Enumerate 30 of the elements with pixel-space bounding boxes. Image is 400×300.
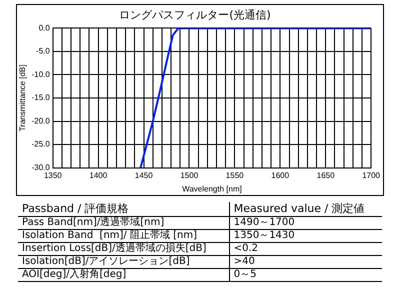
text: Insertion Loss[dB]/透過帯域の損失[dB] [18, 242, 230, 256]
y-tick-label: -25.0 [32, 140, 50, 149]
y-tick-label: -30.0 [32, 163, 50, 172]
x-tick-label: 1450 [134, 170, 154, 180]
y-tick-label: -10.0 [32, 70, 50, 79]
x-tick-label: 1550 [226, 170, 244, 180]
x-tick-label: 1600 [271, 170, 290, 180]
text: 1350～1430 [229, 230, 382, 242]
y-tick-label: -15.0 [32, 93, 50, 102]
text: 1490～1700 [229, 216, 382, 230]
x-tick-label: 1700 [362, 170, 381, 180]
x-tick-label: 1350 [44, 170, 62, 180]
y-tick-label: -20.0 [32, 116, 50, 126]
x-axis-title: Wavelength [nm] [182, 184, 242, 194]
text: Measured value / 測定値 [229, 202, 382, 216]
text: <0.2 [229, 242, 382, 256]
text: Isolation Band [nm]/ 阻止帯域 [nm] [18, 230, 230, 242]
text: Isolation[dB]/アイソレーション[dB] [18, 256, 230, 268]
x-tick-label: 1400 [89, 170, 108, 180]
y-tick-label: -5.0 [36, 46, 50, 56]
x-tick-label: 1500 [180, 170, 199, 180]
chart-title: ロングパスフィルター(光通信) [119, 8, 271, 22]
text: Passband / 評価規格 [18, 202, 230, 216]
text: AOI[deg]/入射角[deg] [18, 268, 230, 282]
text: >40 [229, 256, 382, 268]
text: Pass Band[nm]/透過帯域[nm] [18, 216, 230, 230]
x-tick-label: 1650 [316, 170, 336, 180]
text: 0～5 [229, 268, 382, 282]
y-tick-label: 0.0 [38, 23, 50, 32]
y-axis-title: Transmittance [dB] [18, 64, 28, 132]
